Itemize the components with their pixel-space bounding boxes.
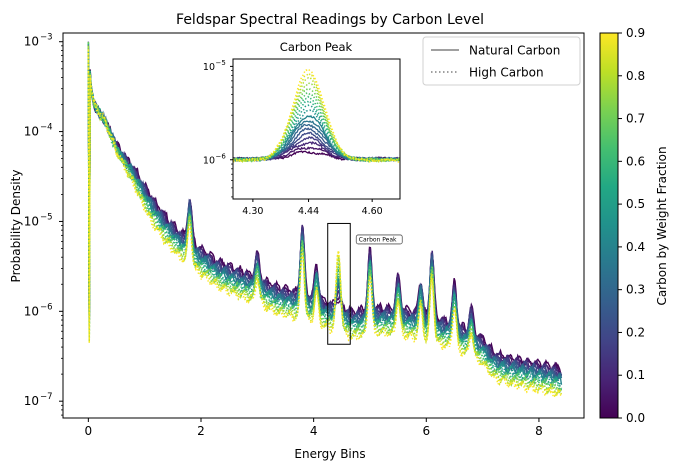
- y-axis-label: Probability Density: [9, 170, 23, 283]
- colorbar: 0.0 0.1 0.2 0.3 0.4 0.5 0.6 0.7 0.8 0.9 Carbon by…: [599, 26, 669, 425]
- colorbar-gradient: [599, 32, 619, 419]
- colorbar-ticks: 0.0 0.1 0.2 0.3 0.4 0.5 0.6 0.7 0.8 0.9: [618, 26, 645, 425]
- carbon-peak-label: Carbon Peak: [355, 234, 403, 245]
- colorbar-tick-label: 0.5: [626, 197, 645, 211]
- colorbar-tick-label: 0.0: [626, 411, 645, 425]
- colorbar-label: Carbon by Weight Fraction: [655, 146, 669, 305]
- inset-x-ticks: 4.30 4.44 4.60: [242, 199, 383, 217]
- chart-title: Feldspar Spectral Readings by Carbon Lev…: [176, 12, 484, 28]
- y-tick-label: 10: [24, 214, 39, 228]
- x-axis-label: Energy Bins: [294, 447, 365, 461]
- colorbar-tick-label: 0.7: [626, 112, 645, 126]
- colorbar-tick-label: 0.8: [626, 69, 645, 83]
- colorbar-tick-label: 0.1: [626, 368, 645, 382]
- series-line-0.45: [87, 49, 562, 386]
- y-tick-exponent: −7: [40, 392, 53, 402]
- inset-y-tick-exponent: −6: [216, 152, 227, 160]
- colorbar-tick-label: 0.6: [626, 154, 645, 168]
- legend-label-high: High Carbon: [469, 66, 544, 80]
- inset-x-tick-label: 4.44: [298, 206, 319, 217]
- series-line-0.85: [87, 49, 563, 398]
- series-line-0.7: [87, 42, 563, 395]
- inset-x-tick-label: 4.30: [242, 206, 263, 217]
- inset-plot: Carbon Peak 4.30 4.44 4.60 10−610−5: [203, 40, 401, 217]
- inset-series-line-0.7: [233, 88, 400, 163]
- inset-series-line-0.9: [233, 68, 400, 163]
- x-tick-label: 8: [535, 424, 543, 438]
- inset-title: Carbon Peak: [280, 40, 353, 54]
- main-y-ticks: 10−710−610−510−410−3: [24, 33, 63, 416]
- series-line-0.55: [87, 43, 563, 393]
- main-series-lines: [87, 41, 563, 399]
- y-tick-label: 10: [24, 125, 39, 139]
- inset-series-line-0.6: [233, 95, 400, 163]
- colorbar-tick-label: 0.9: [626, 26, 645, 40]
- carbon-peak-box: [327, 222, 351, 345]
- series-line-0.6: [87, 42, 562, 394]
- carbon-peak-label-text: Carbon Peak: [359, 236, 397, 243]
- inset-y-ticks: 10−610−5: [203, 59, 233, 198]
- main-x-ticks: 0 2 4 6 8: [85, 418, 543, 438]
- y-tick-label: 10: [24, 304, 39, 318]
- inset-y-tick-label: 10: [203, 62, 215, 73]
- x-tick-label: 4: [310, 424, 318, 438]
- inset-axes-frame: [232, 58, 401, 200]
- inset-series-lines: [233, 68, 400, 164]
- inset-series-line-0.45: [233, 109, 400, 163]
- series-line-0.65: [87, 42, 562, 395]
- inset-series-line-0.8: [233, 76, 400, 163]
- inset-x-tick-label: 4.60: [362, 206, 383, 217]
- inset-y-tick-label: 10: [203, 155, 215, 166]
- y-tick-exponent: −4: [40, 123, 53, 133]
- y-tick-label: 10: [24, 35, 39, 49]
- y-tick-exponent: −3: [40, 33, 53, 43]
- colorbar-tick-label: 0.3: [626, 283, 645, 297]
- y-tick-label: 10: [24, 394, 39, 408]
- x-tick-label: 6: [422, 424, 430, 438]
- series-line-0.05: [87, 43, 562, 378]
- legend-label-natural: Natural Carbon: [469, 44, 560, 58]
- legend: Natural Carbon High Carbon: [422, 36, 581, 86]
- legend-box: [422, 36, 581, 86]
- colorbar-tick-label: 0.2: [626, 325, 645, 339]
- x-tick-label: 0: [85, 424, 93, 438]
- y-tick-exponent: −5: [40, 212, 53, 222]
- y-tick-exponent: −6: [40, 302, 53, 312]
- colorbar-tick-label: 0.4: [626, 240, 645, 254]
- inset-y-tick-exponent: −5: [216, 59, 226, 67]
- series-line-0.5: [87, 47, 563, 391]
- x-tick-label: 2: [197, 424, 205, 438]
